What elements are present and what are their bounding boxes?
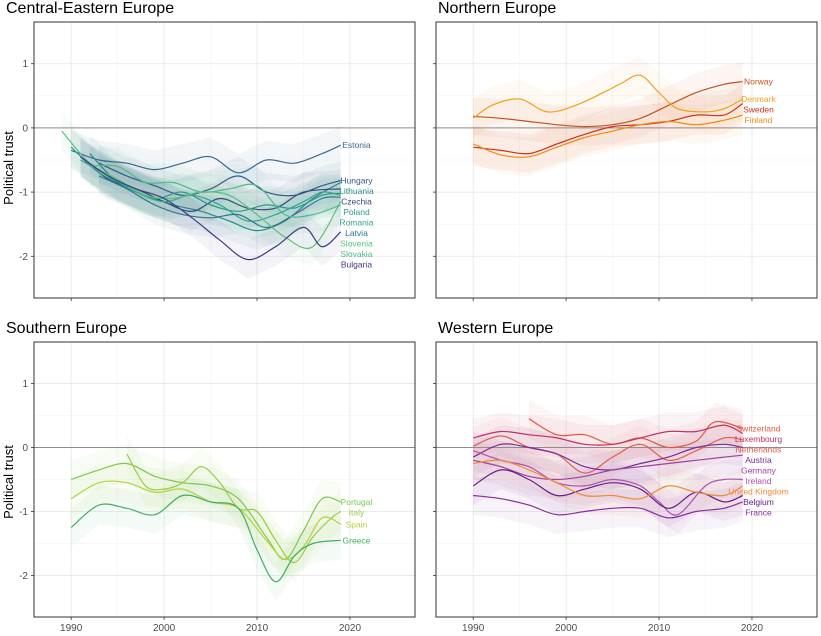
y-tick-label: -2 (19, 571, 28, 582)
panel-border (33, 21, 416, 299)
y-tick-label: 0 (22, 123, 28, 134)
confidence-ribbon (80, 137, 341, 279)
plot-area (436, 399, 817, 538)
y-tick-label: -2 (19, 252, 28, 263)
confidence-ribbon (473, 425, 743, 490)
plot-area (436, 56, 817, 176)
confidence-ribbon (80, 137, 341, 231)
confidence-ribbon (71, 444, 341, 579)
country-label: Greece (343, 535, 371, 545)
confidence-ribbon (71, 126, 341, 193)
country-label: Bulgaria (341, 260, 372, 270)
country-label: Luxembourg (735, 434, 783, 444)
series-line-sweden (473, 102, 744, 155)
panel-central-eastern-europe: Central-Eastern Europe Political trust 1… (1, 0, 416, 301)
x-tick-label: 2020 (339, 623, 362, 634)
series-line-spain (70, 480, 341, 561)
series-line-netherlands (472, 435, 743, 474)
series-line-germany (473, 454, 743, 481)
series-line-slovakia (89, 164, 341, 218)
series-line-norway (473, 81, 743, 128)
country-label: Sweden (743, 105, 774, 115)
country-label: Ireland (745, 476, 771, 486)
x-tick-label: 2000 (555, 623, 578, 634)
series-line-finland (472, 114, 743, 158)
confidence-ribbon (473, 450, 743, 528)
x-tick-label: 2020 (741, 623, 764, 634)
series-line-latvia (98, 175, 341, 229)
series-line-united-kingdom (473, 459, 744, 500)
country-label: Spain (346, 519, 368, 529)
y-tick-label: 1 (22, 59, 28, 70)
series-line-bulgaria (80, 156, 342, 261)
series-line-portugal (71, 462, 341, 561)
y-tick-label: -1 (19, 507, 28, 518)
country-label: Estonia (342, 140, 371, 150)
country-label: Austria (745, 455, 772, 465)
country-label: Latvia (345, 228, 368, 238)
panel-title: Northern Europe (438, 0, 556, 17)
country-label: Poland (343, 207, 370, 217)
panel-western-europe: Western Europe 1990 2000 2010 2020 Switzerla… (433, 320, 818, 634)
country-label: Belgium (743, 497, 774, 507)
series-line-slovenia (61, 130, 342, 249)
x-tick-label: 2010 (648, 623, 671, 634)
country-label: France (745, 507, 772, 517)
country-label: Czechia (341, 197, 372, 207)
panel-title: Western Europe (438, 320, 553, 337)
series-line-ireland (473, 450, 743, 516)
country-label: Denmark (741, 94, 776, 104)
series-line-estonia (71, 144, 341, 174)
series-line-luxembourg (473, 424, 743, 446)
plot-area (34, 434, 415, 601)
y-tick-label: 1 (22, 379, 28, 390)
x-tick-label: 2000 (153, 623, 176, 634)
country-label: Portugal (341, 497, 373, 507)
country-label: Finland (745, 115, 773, 125)
panel-title: Southern Europe (6, 320, 127, 337)
country-label: Switzerland (736, 423, 780, 433)
x-tick-label: 1990 (60, 623, 83, 634)
confidence-ribbon (473, 62, 743, 146)
confidence-ribbon (89, 134, 341, 250)
country-label: Romania (339, 218, 373, 228)
panel-border (435, 341, 818, 618)
confidence-ribbon (89, 147, 341, 234)
confidence-ribbon (99, 156, 341, 247)
y-axis-label: Political trust (1, 131, 16, 205)
panel-border (435, 21, 818, 299)
confidence-ribbon (71, 476, 341, 601)
series-line-greece (70, 494, 341, 583)
panel-border (33, 341, 416, 618)
country-label: United Kingdom (728, 486, 788, 496)
country-label: Netherlands (736, 444, 782, 454)
country-label: Lithuania (339, 186, 374, 196)
panel-title: Central-Eastern Europe (6, 0, 174, 17)
y-axis-label: Political trust (1, 445, 16, 519)
confidence-ribbon (80, 140, 341, 241)
confidence-ribbon (126, 434, 341, 582)
confidence-ribbon (473, 56, 743, 138)
confidence-ribbon (473, 95, 743, 176)
y-tick-label: 0 (22, 443, 28, 454)
panel-northern-europe: Northern Europe Norway DenmarkSwedenFinla… (433, 0, 818, 301)
plot-area (34, 111, 415, 279)
country-label: Hungary (340, 176, 373, 186)
series-line-denmark (472, 74, 743, 119)
confidence-ribbon (473, 476, 743, 538)
country-label: Slovenia (340, 239, 373, 249)
confidence-ribbon (473, 436, 743, 499)
country-label: Germany (741, 465, 777, 475)
country-label: Norway (744, 77, 774, 87)
x-tick-label: 1990 (462, 623, 485, 634)
x-tick-label: 2010 (246, 623, 269, 634)
country-label: Slovakia (340, 249, 372, 259)
series-line-france (473, 494, 743, 519)
y-tick-label: -1 (19, 188, 28, 199)
panel-southern-europe: Southern Europe Political trust 1 0 -1 -2 19… (1, 320, 416, 634)
country-label: Italy (349, 507, 365, 517)
series-line-romania (80, 159, 341, 222)
